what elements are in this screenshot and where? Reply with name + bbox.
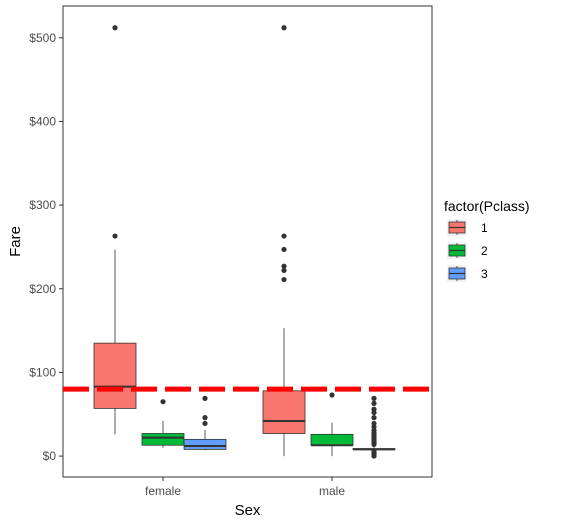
box-class1-female bbox=[93, 25, 137, 435]
y-tick-label: $500 bbox=[29, 31, 56, 45]
box-class3-male bbox=[352, 395, 396, 459]
outlier-point bbox=[371, 420, 377, 427]
outlier-point bbox=[112, 25, 118, 31]
outlier-point bbox=[202, 420, 208, 427]
y-tick-label: $0 bbox=[43, 449, 57, 463]
outlier-point bbox=[202, 415, 208, 421]
outlier-point bbox=[371, 448, 377, 454]
legend-title: factor(Pclass) bbox=[444, 198, 530, 214]
legend-label: 1 bbox=[481, 221, 488, 235]
legend-label: 3 bbox=[481, 267, 488, 281]
outlier-point bbox=[371, 406, 377, 412]
outlier-point bbox=[281, 263, 287, 269]
box-iqr bbox=[310, 433, 354, 446]
x-axis-title: Sex bbox=[235, 502, 261, 519]
box-class1-male bbox=[262, 25, 306, 457]
box-iqr bbox=[141, 433, 185, 446]
box-class2-male bbox=[310, 392, 354, 457]
outlier-point bbox=[281, 246, 287, 253]
box-iqr bbox=[93, 342, 137, 409]
outlier-point bbox=[281, 233, 287, 239]
box-class3-female bbox=[183, 395, 227, 451]
plot-area bbox=[62, 5, 433, 478]
outlier-point bbox=[329, 392, 335, 398]
outlier-point bbox=[112, 233, 118, 239]
x-tick-label: male bbox=[319, 484, 345, 498]
y-tick-label: $400 bbox=[29, 114, 56, 128]
y-tick-label: $200 bbox=[29, 282, 56, 296]
legend-label: 2 bbox=[481, 244, 488, 258]
legend: factor(Pclass) 1 2 3 bbox=[444, 198, 530, 282]
y-tick-label: $300 bbox=[29, 198, 56, 212]
outlier-point bbox=[202, 395, 208, 401]
outlier-point bbox=[281, 267, 287, 273]
outlier-point bbox=[371, 400, 377, 406]
box-iqr bbox=[262, 390, 306, 434]
outlier-point bbox=[281, 276, 287, 283]
outlier-point bbox=[160, 399, 166, 405]
outlier-point bbox=[281, 25, 287, 31]
y-tick-label: $100 bbox=[29, 365, 56, 379]
y-axis-title: Fare bbox=[7, 226, 24, 257]
axes: $0 $100 $200 $300 $400 $500 female male bbox=[29, 31, 345, 498]
outlier-point bbox=[371, 395, 377, 401]
x-tick-label: female bbox=[145, 484, 181, 498]
outlier-point bbox=[371, 415, 377, 421]
box-iqr bbox=[183, 438, 227, 450]
